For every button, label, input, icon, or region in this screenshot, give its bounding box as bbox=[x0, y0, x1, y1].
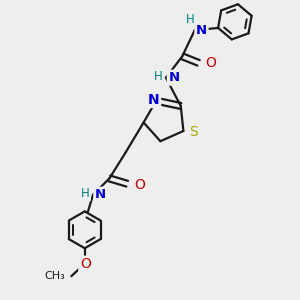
Text: H: H bbox=[186, 13, 195, 26]
Text: CH₃: CH₃ bbox=[44, 271, 65, 281]
Text: O: O bbox=[205, 56, 216, 70]
Text: H: H bbox=[81, 187, 89, 200]
Text: N: N bbox=[95, 188, 106, 201]
Text: N: N bbox=[148, 92, 160, 106]
Text: N: N bbox=[168, 71, 179, 84]
Text: S: S bbox=[189, 125, 197, 139]
Text: O: O bbox=[80, 257, 91, 271]
Text: H: H bbox=[154, 70, 162, 83]
Text: N: N bbox=[196, 24, 207, 37]
Text: O: O bbox=[134, 178, 145, 192]
